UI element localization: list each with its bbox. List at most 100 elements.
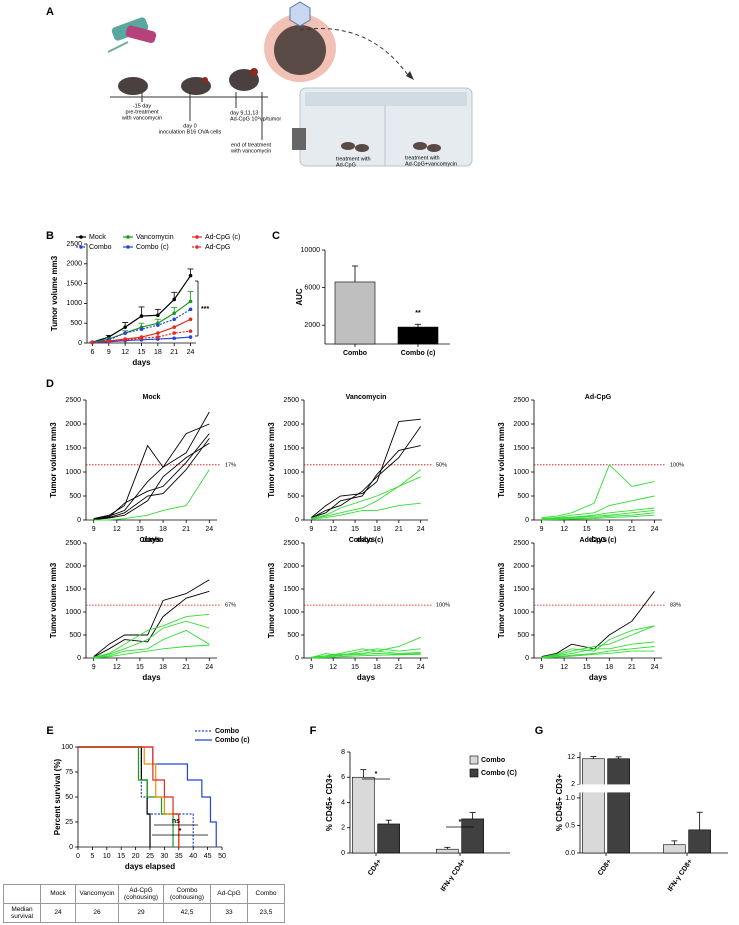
series-line bbox=[93, 442, 210, 520]
y-tick-label: 2500 bbox=[66, 241, 82, 248]
series-line bbox=[311, 653, 421, 659]
y-tick-label: 1500 bbox=[66, 280, 82, 287]
legend-label: Mock bbox=[89, 234, 106, 241]
y-axis-label: Tumor volume mm3 bbox=[497, 422, 506, 498]
y-tick-label: 0 bbox=[295, 655, 299, 662]
y-tick-label: 0 bbox=[295, 517, 299, 524]
x-tick-label: 24 bbox=[417, 664, 425, 671]
y-tick-label: 500 bbox=[70, 320, 82, 327]
schematic-label: Ad-CpG 10⁹vp/tumor bbox=[230, 115, 281, 122]
legend-marker bbox=[79, 245, 83, 249]
x-tick-label: 15 bbox=[138, 349, 146, 356]
x-tick-label: 9 bbox=[92, 664, 96, 671]
x-axis-label: days bbox=[142, 535, 161, 544]
y-tick-label: 2500 bbox=[65, 540, 81, 547]
series-line bbox=[93, 590, 210, 658]
cage-lid bbox=[305, 92, 467, 106]
y-axis-label: % CD45+ CD3+ bbox=[555, 773, 564, 831]
legend-marker bbox=[126, 235, 130, 239]
series-line bbox=[541, 641, 655, 658]
data-point bbox=[156, 313, 160, 318]
mouse bbox=[355, 144, 369, 152]
x-tick-label: 21 bbox=[170, 349, 178, 356]
y-tick-label: 500 bbox=[517, 632, 529, 639]
series-line bbox=[541, 650, 655, 659]
table-header-cell: Ad-CpG bbox=[210, 884, 248, 904]
x-tick-label: 45 bbox=[204, 853, 212, 860]
series-line bbox=[93, 629, 210, 658]
panel-letter: F bbox=[310, 725, 317, 737]
legend-swatch bbox=[469, 768, 479, 778]
series-line bbox=[311, 652, 421, 659]
y-axis-label: Tumor volume mm3 bbox=[49, 422, 58, 498]
survival-curve bbox=[78, 746, 194, 847]
data-point bbox=[188, 335, 193, 339]
series-line bbox=[541, 509, 655, 520]
y-tick-label: 2500 bbox=[513, 540, 529, 547]
series-line bbox=[311, 426, 422, 519]
x-tick-label: 15 bbox=[351, 664, 359, 671]
y-tick-label: 0 bbox=[69, 844, 73, 851]
data-point bbox=[107, 339, 111, 344]
table-row: Median survival 24 26 29 42,5 33 23,5 bbox=[3, 903, 285, 923]
data-point bbox=[172, 336, 176, 341]
table-header: Mock Vancomycin Ad-CpG (cohousing) Combo… bbox=[3, 884, 285, 904]
x-tick-label: 21 bbox=[182, 664, 190, 671]
x-axis-label: days bbox=[357, 673, 376, 682]
y-axis-label: Percent survival (%) bbox=[53, 758, 62, 835]
percent-label: 50% bbox=[436, 462, 447, 468]
arrow bbox=[299, 28, 411, 79]
x-tick-label: 24 bbox=[187, 349, 195, 356]
y-tick-label: 2 bbox=[341, 825, 345, 832]
series-line bbox=[93, 579, 210, 657]
series-line bbox=[311, 418, 421, 518]
x-tick-label: 15 bbox=[351, 526, 359, 533]
y-tick-label: 50 bbox=[65, 794, 73, 801]
bar bbox=[397, 326, 439, 345]
x-tick-label: IFN-γ CD8+ bbox=[667, 858, 694, 893]
series-line bbox=[311, 502, 421, 520]
series-line bbox=[541, 591, 655, 658]
series-line bbox=[541, 625, 655, 658]
data-point bbox=[188, 329, 193, 333]
y-tick-label: 2 bbox=[571, 781, 575, 788]
syringe bbox=[107, 41, 129, 53]
x-axis-label: days elapsed bbox=[125, 862, 175, 871]
x-tick-label: 35 bbox=[175, 853, 183, 860]
y-tick-label: 6000 bbox=[304, 284, 320, 291]
y-tick-label: 0 bbox=[341, 850, 345, 857]
y-tick-label: 500 bbox=[287, 632, 299, 639]
y-tick-label: 2000 bbox=[513, 563, 529, 570]
y-axis-label: Tumor volume mm3 bbox=[50, 255, 59, 331]
legend-marker bbox=[126, 245, 130, 249]
panel-letter: G bbox=[535, 725, 544, 737]
y-tick-label: 1000 bbox=[283, 469, 299, 476]
table-header-cell: Combo (cohousing) bbox=[163, 884, 211, 904]
x-tick-label: 20 bbox=[132, 853, 140, 860]
y-tick-label: 2000 bbox=[283, 421, 299, 428]
series-line bbox=[541, 625, 655, 658]
y-tick-label: 2000 bbox=[304, 322, 320, 329]
x-tick-label: 18 bbox=[154, 349, 162, 356]
bar bbox=[607, 758, 630, 854]
y-axis-label: Tumor volume mm3 bbox=[267, 422, 276, 498]
series-line bbox=[541, 646, 655, 659]
x-tick-label: 5 bbox=[90, 853, 94, 860]
series-line bbox=[311, 650, 421, 658]
x-tick-label: 30 bbox=[161, 853, 169, 860]
schematic-label: Ad-CpG+vancomycin bbox=[405, 161, 457, 167]
x-tick-label: 9 bbox=[309, 526, 313, 533]
series-line bbox=[311, 476, 421, 520]
x-tick-label: 50 bbox=[218, 853, 226, 860]
series-line bbox=[93, 423, 210, 520]
y-tick-label: 12 bbox=[567, 754, 575, 761]
x-tick-label: 9 bbox=[540, 664, 544, 671]
y-tick-label: 0 bbox=[525, 517, 529, 524]
chart-title: Ad-CpG bbox=[585, 394, 612, 401]
cage-vent bbox=[292, 128, 306, 150]
y-tick-label: 0 bbox=[77, 655, 81, 662]
x-tick-label: 24 bbox=[205, 664, 213, 671]
panel-letter: B bbox=[46, 230, 54, 242]
